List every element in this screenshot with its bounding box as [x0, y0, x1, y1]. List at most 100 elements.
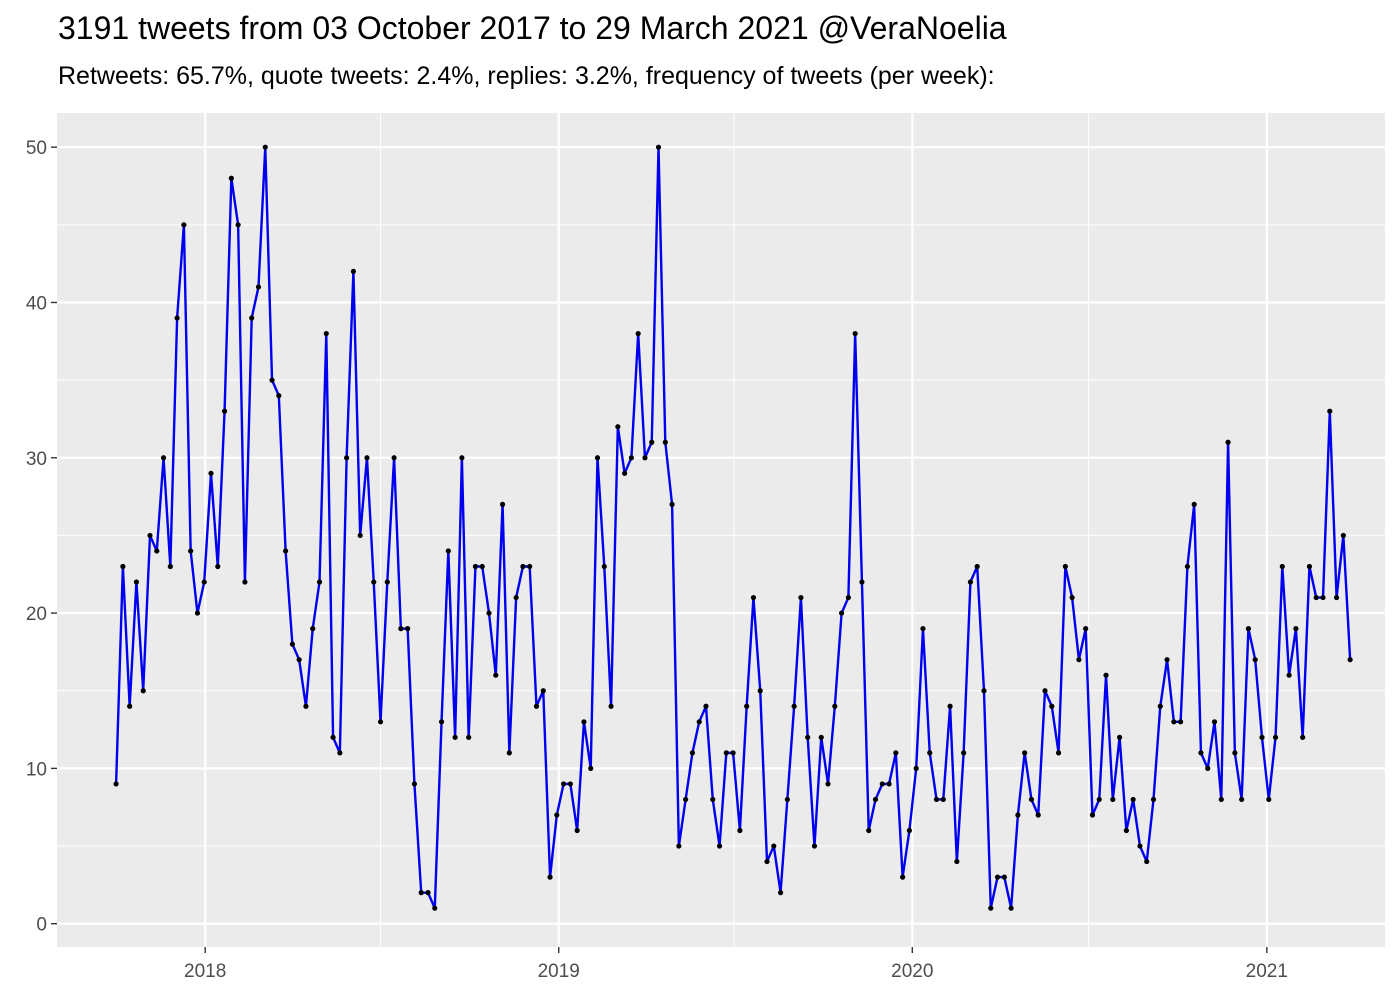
data-point — [249, 315, 255, 321]
data-point — [479, 563, 485, 570]
data-point — [1218, 796, 1224, 803]
minor-gridlines — [57, 113, 1385, 947]
data-point — [113, 781, 119, 787]
data-point — [588, 765, 594, 772]
data-point — [886, 781, 892, 787]
data-point — [1144, 858, 1150, 865]
data-point — [655, 144, 662, 150]
data-point — [1347, 657, 1353, 663]
data-point — [147, 532, 153, 539]
data-point — [154, 548, 160, 554]
data-point — [764, 858, 770, 865]
x-tick-label: 2020 — [891, 961, 933, 982]
data-point — [662, 439, 668, 445]
data-point — [1022, 750, 1028, 756]
data-point — [574, 827, 580, 834]
data-point — [920, 626, 926, 632]
data-point — [547, 874, 553, 880]
data-point — [194, 610, 201, 616]
data-point — [628, 455, 635, 461]
data-point — [913, 765, 919, 772]
data-point — [350, 268, 356, 275]
data-point — [418, 890, 424, 896]
data-point — [703, 703, 709, 709]
data-point — [296, 657, 302, 663]
data-point — [1062, 563, 1068, 570]
data-point — [1123, 827, 1129, 834]
data-point — [608, 703, 614, 709]
data-point — [289, 641, 295, 647]
data-point — [506, 750, 512, 756]
data-point — [1191, 501, 1197, 507]
data-point — [1015, 812, 1021, 818]
data-point — [954, 858, 960, 865]
data-point — [1279, 563, 1285, 570]
data-point — [1116, 734, 1123, 740]
major-gridlines — [57, 113, 1385, 947]
y-tick-label: 40 — [26, 293, 47, 314]
data-point — [1266, 796, 1272, 803]
data-point — [215, 563, 221, 570]
data-point — [805, 734, 811, 740]
data-point — [561, 781, 567, 787]
data-point — [1211, 719, 1218, 725]
data-point — [140, 688, 146, 694]
data-point — [777, 890, 784, 896]
data-point — [188, 548, 194, 554]
data-point — [283, 548, 289, 554]
data-point — [167, 563, 173, 570]
data-point — [818, 734, 824, 740]
data-point — [852, 330, 858, 337]
data-point — [1028, 796, 1035, 803]
data-point — [405, 626, 411, 632]
data-point — [1232, 750, 1238, 756]
data-point — [710, 796, 716, 803]
data-point — [642, 455, 648, 461]
data-point — [174, 315, 180, 321]
y-axis: 0 10 20 30 40 50 — [26, 138, 57, 936]
data-point — [866, 827, 872, 834]
data-point — [425, 890, 431, 896]
data-point — [554, 812, 560, 818]
chart-subtitle: Retweets: 65.7%, quote tweets: 2.4%, rep… — [58, 62, 995, 90]
data-point — [1293, 626, 1299, 632]
data-point — [310, 626, 316, 632]
data-point — [181, 222, 187, 228]
y-tick-label: 50 — [26, 138, 47, 159]
data-point — [879, 781, 885, 787]
data-point — [337, 750, 343, 756]
data-point — [235, 222, 241, 228]
data-point — [466, 734, 472, 740]
data-point — [255, 284, 262, 290]
data-point — [262, 144, 268, 150]
data-point — [208, 470, 214, 476]
data-point — [832, 703, 838, 709]
data-point — [533, 703, 540, 709]
data-point — [452, 734, 458, 740]
data-point — [1184, 563, 1190, 570]
data-point — [961, 750, 967, 756]
data-point — [798, 594, 804, 601]
data-point — [839, 610, 845, 616]
data-point — [432, 905, 438, 911]
data-point — [1259, 734, 1265, 740]
data-point — [493, 672, 499, 678]
data-point — [872, 796, 879, 803]
data-point — [893, 750, 899, 756]
data-point — [371, 579, 377, 585]
data-point — [615, 424, 621, 430]
data-point — [723, 750, 729, 756]
data-point — [716, 843, 723, 849]
data-point — [825, 781, 831, 787]
data-point — [737, 827, 743, 834]
data-point — [750, 594, 757, 601]
data-point — [1157, 703, 1163, 709]
data-point — [567, 781, 573, 787]
data-point — [940, 796, 946, 803]
data-point — [689, 750, 696, 756]
data-point — [791, 703, 797, 709]
data-point — [1171, 719, 1177, 725]
data-point — [391, 455, 397, 461]
data-point — [757, 688, 763, 694]
data-point — [499, 501, 506, 507]
